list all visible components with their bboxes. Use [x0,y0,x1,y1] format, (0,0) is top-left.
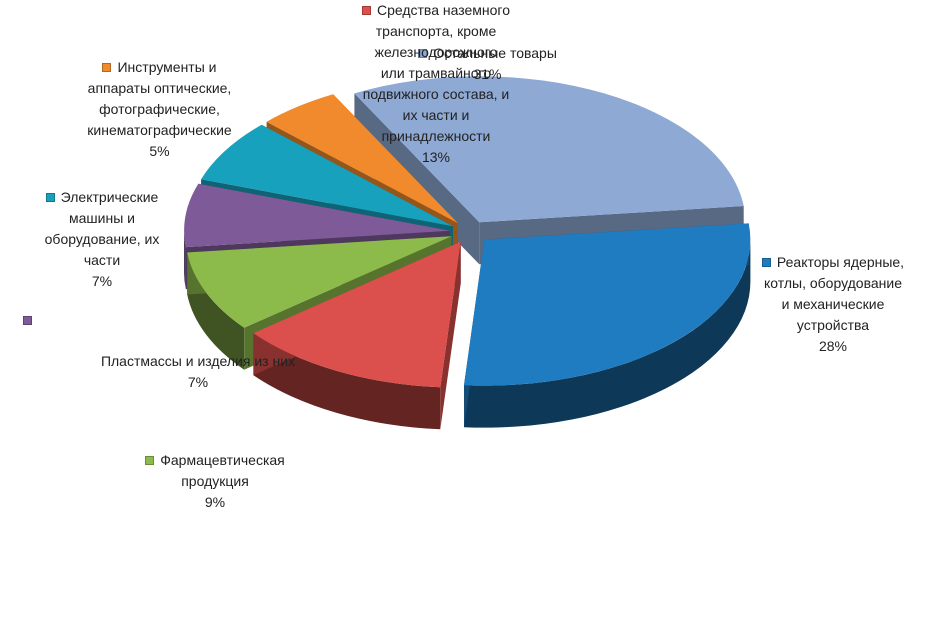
data-label-electrical-percent: 7% [91,273,113,289]
data-label-pharma-percent: 9% [204,494,226,510]
pie-slice-vehicles-wall [253,333,441,430]
data-label-vehicles-name-1: Средства наземного [376,2,511,18]
pie-slice-reactors-wall [464,239,751,428]
legend-marker-instruments [102,63,112,72]
data-label-vehicles-name-4: или трамвайного [380,65,492,81]
data-label-reactors-line-1: Реакторы ядерные, [738,252,928,273]
data-label-instruments-line-1: Инструменты и [52,57,267,78]
legend-marker-electrical [45,193,55,202]
pie-slice-reactors [464,223,751,428]
data-label-electrical-name-3: оборудование, их [44,231,160,247]
pie-slice-plastics-wall [184,230,186,290]
pie-slice-vehicles [253,241,461,430]
data-label-reactors-name-4: устройства [796,317,870,333]
data-label-reactors-percent: 28% [818,338,848,354]
data-label-reactors: Реакторы ядерные, котлы, оборудование и … [738,252,928,357]
data-label-vehicles: Средства наземного транспорта, кроме жел… [320,0,552,168]
data-label-other: Остальные товары 31% [395,43,580,85]
data-label-other-name: Остальные товары [433,45,557,61]
data-label-reactors-name-1: Реакторы ядерные, [776,254,905,270]
data-label-instruments-name-2: аппараты оптические, [87,80,232,96]
data-label-vehicles-name-2: транспорта, кроме [375,23,497,39]
data-label-electrical-name-4: части [83,252,121,268]
data-label-vehicles-percent: 13% [421,149,451,165]
data-label-vehicles-name-5: подвижного состава, и [362,86,510,102]
data-label-reactors-name-2: котлы, оборудование [764,275,902,291]
data-label-pharma: Фармацевтическая продукция 9% [120,450,310,513]
data-label-pharma-name-2: продукция [181,473,249,489]
data-label-electrical: Электрические машины и оборудование, их … [12,187,192,292]
data-label-electrical-name-1: Электрические [60,189,159,205]
data-label-instruments-name-3: фотографические, [99,101,220,117]
data-label-reactors-name-3: и механические [781,296,885,312]
data-label-other-percent: 31% [473,66,502,82]
pie-slice-pharma-wall [187,252,245,370]
legend-marker-reactors [761,258,771,267]
data-label-instruments-name-1: Инструменты и [117,59,217,75]
pie-slice-electrical-top [201,124,453,227]
data-label-instruments: Инструменты и аппараты оптические, фотог… [52,57,267,162]
pie-slice-other-top [354,76,744,223]
data-label-pharma-name-1: Фармацевтическая [160,452,285,468]
pie-slice-plastics-top [184,183,451,248]
data-label-electrical-line-1: Электрические [12,187,192,208]
pie-slice-vehicles-side-1 [440,241,461,430]
pie-slice-vehicles-top [253,241,461,388]
data-label-instruments-percent: 5% [149,143,170,159]
data-label-vehicles-name-6: их части и [402,107,470,123]
pie-slice-instruments-top [266,94,458,224]
data-label-vehicles-line-1: Средства наземного [320,0,552,21]
legend-marker-vehicles [361,6,371,15]
legend-marker-plastics [23,316,32,325]
data-label-plastics: Пластмассы и изделия из них 7% [78,351,318,393]
legend-marker-other [418,49,428,58]
data-label-plastics-percent: 7% [187,374,209,390]
data-label-electrical-name-2: машины и [69,210,135,226]
data-label-vehicles-name-3: железнодорожного [374,44,498,60]
data-label-other-line-1: Остальные товары [395,43,580,64]
data-label-instruments-name-4: кинематографические [87,122,232,138]
data-label-pharma-line-1: Фармацевтическая [120,450,310,471]
pie-slice-pharma-top [187,236,452,328]
data-label-vehicles-name-7: принадлежности [381,128,491,144]
data-label-plastics-name: Пластмассы и изделия из них [100,353,296,369]
pie-slice-reactors-top [464,223,751,386]
legend-marker-pharma [145,456,155,465]
